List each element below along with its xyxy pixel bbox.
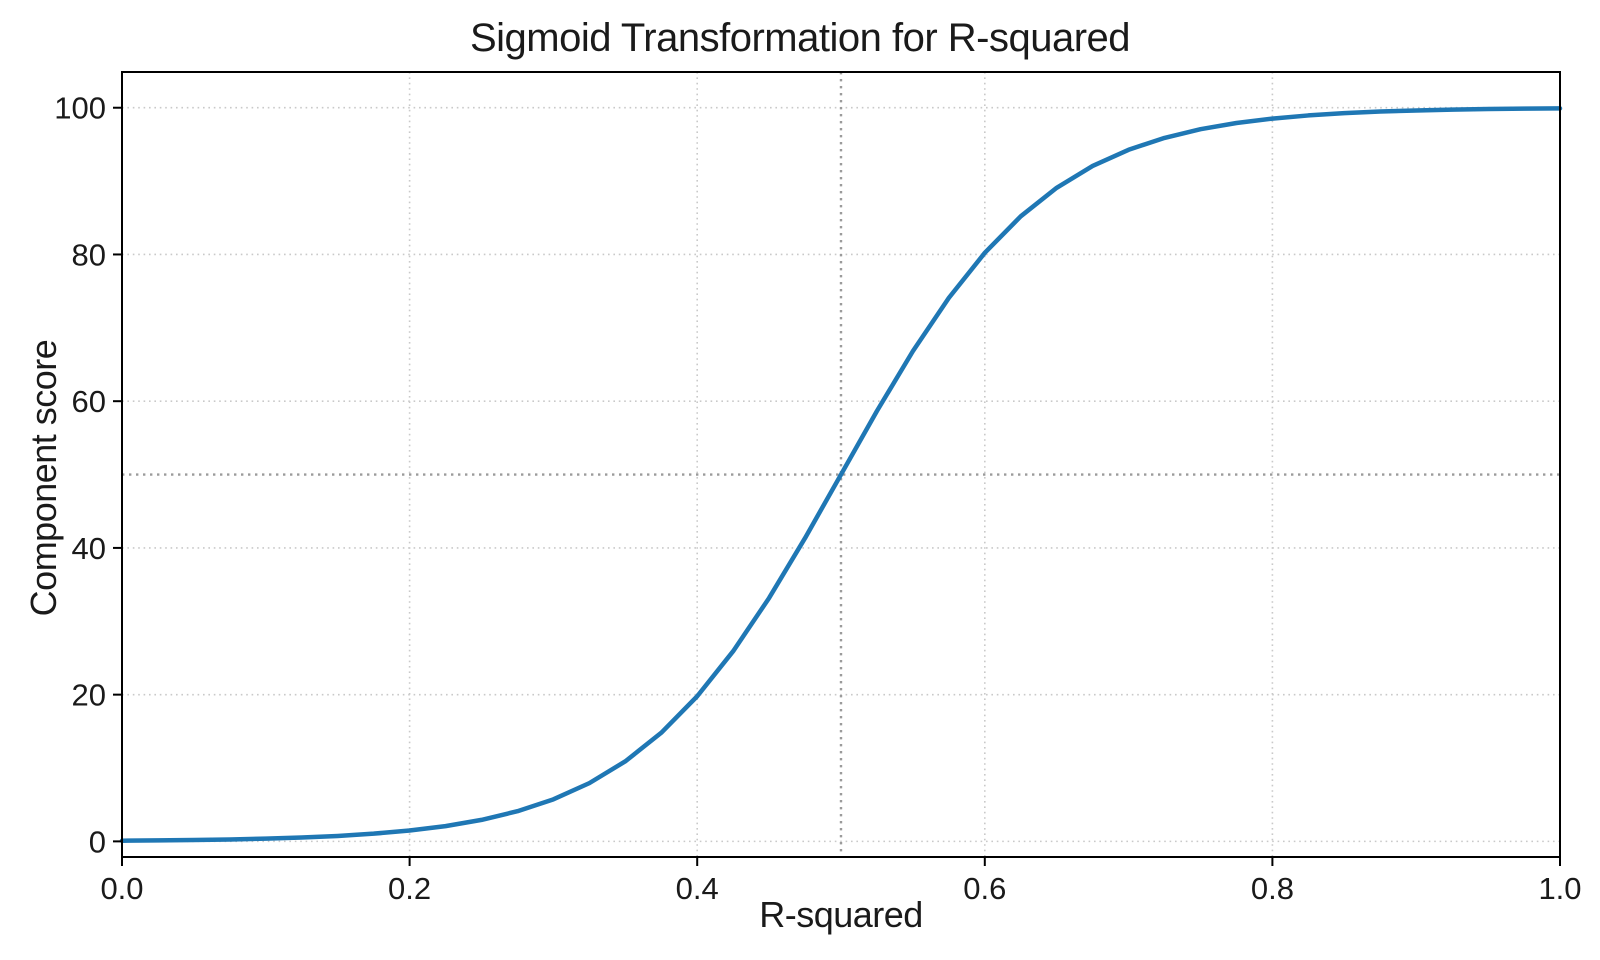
x-tick-label: 0.0 [100,871,143,906]
y-tick-label: 0 [89,824,106,859]
chart-title: Sigmoid Transformation for R-squared [469,16,1131,60]
x-tick-label: 0.2 [388,871,431,906]
x-tick-label: 0.4 [676,871,719,906]
y-tick-label: 100 [54,91,106,126]
y-tick-label: 20 [72,678,106,713]
x-axis-label: R-squared [759,894,923,935]
y-tick-label: 80 [72,237,106,272]
x-tick-label: 1.0 [1538,871,1581,906]
plot-border [121,71,1561,858]
y-axis-label: Component score [23,339,64,617]
x-tick-label: 0.6 [963,871,1006,906]
sigmoid-curve [119,106,1563,843]
y-tick-label: 40 [72,531,106,566]
y-tick-label: 60 [72,384,106,419]
x-tick-label: 0.8 [1251,871,1294,906]
